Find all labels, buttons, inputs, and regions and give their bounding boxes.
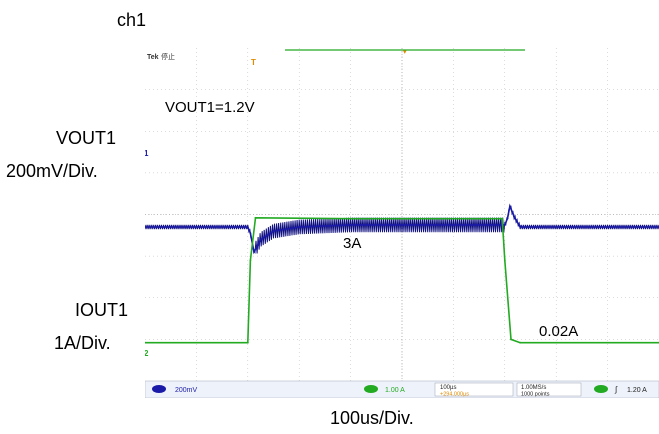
iout-peak-annotation: 3A xyxy=(343,235,361,252)
iout-light-annotation: 0.02A xyxy=(539,323,578,340)
vout-data-point xyxy=(349,224,352,226)
scope-status-bar: 200mV 1.00 A 100µs +294.000µs 1.00MS/s 1… xyxy=(144,380,659,399)
ch1-ground-marker: 1 xyxy=(145,149,149,158)
vout-data-point xyxy=(249,232,252,235)
ch2-scale-readout: 1.00 A xyxy=(385,387,405,394)
trigger-source-icon xyxy=(594,385,608,393)
acquisition-box xyxy=(516,382,582,397)
trigger-position-marker: T xyxy=(251,58,256,67)
waveform-points xyxy=(144,205,659,344)
vout-data-point xyxy=(246,226,249,228)
ch1-status-icon xyxy=(152,385,166,393)
iout-data-point xyxy=(501,217,504,220)
scope-state: 停止 xyxy=(161,52,175,61)
iout-waveform xyxy=(145,216,659,344)
iout-data-point xyxy=(246,341,249,344)
vout-data-point xyxy=(401,224,403,226)
time-scale-caption: 100us/Div. xyxy=(330,408,414,428)
channel-label: ch1 xyxy=(117,10,147,30)
ch1-scale-readout: 200mV xyxy=(175,387,198,394)
vout-data-point xyxy=(253,251,255,253)
vout-data-point xyxy=(519,226,522,228)
trigger-level-readout: 1.20 A xyxy=(627,387,647,394)
timebase-readout: 100µs xyxy=(440,385,456,391)
iout-data-point xyxy=(249,259,252,262)
iout-data-point xyxy=(254,216,257,219)
scope-brand: Tek xyxy=(147,54,159,61)
vout-data-point xyxy=(509,205,511,208)
trigger-delay-readout: +294.000µs xyxy=(440,392,469,398)
ch2-status-icon xyxy=(364,385,378,393)
scope-grid xyxy=(145,48,659,381)
record-length-readout: 1000 points xyxy=(521,392,550,398)
iout-data-point xyxy=(503,259,506,262)
oscilloscope-screen: Tek 停止 ▾ T VOUT1=1.2V 3A 0.02A 1 2 200mV… xyxy=(144,48,659,399)
ch2-ground-marker: 2 xyxy=(145,349,149,358)
timebase-box xyxy=(434,382,514,397)
iout-data-point xyxy=(510,338,512,341)
vout-data-point xyxy=(534,226,537,228)
iout-data-point xyxy=(349,217,352,220)
vout-data-point xyxy=(298,226,301,228)
vout-data-point xyxy=(272,230,275,233)
vout-data-point xyxy=(513,215,515,218)
vout-annotation: VOUT1=1.2V xyxy=(165,99,255,116)
vout-data-point xyxy=(503,224,506,226)
record-position-icon: ▾ xyxy=(403,49,407,56)
iout-name-label: IOUT1 xyxy=(75,300,129,320)
vout-data-point xyxy=(259,238,262,241)
trigger-slope-icon: ∫ xyxy=(614,385,618,394)
vout-data-point xyxy=(506,217,509,220)
iout-data-point xyxy=(519,341,522,344)
vout-scale-label: 200mV/Div. xyxy=(6,161,98,181)
vout-data-point xyxy=(144,226,146,228)
vout-name-label: VOUT1 xyxy=(56,128,117,148)
iout-data-point xyxy=(144,341,146,344)
oscilloscope-svg: Tek 停止 ▾ T VOUT1=1.2V 3A 0.02A 1 2 200mV… xyxy=(144,48,659,399)
iout-scale-label: 1A/Div. xyxy=(54,333,111,353)
sample-rate-readout: 1.00MS/s xyxy=(521,385,546,391)
